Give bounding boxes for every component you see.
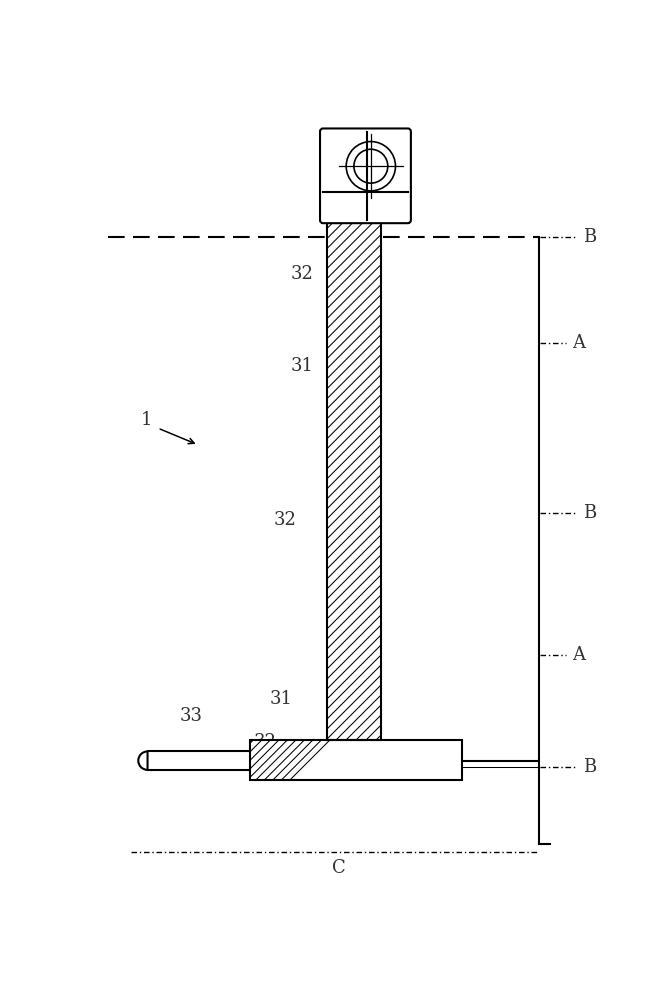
Bar — [327, 220, 381, 740]
Text: B: B — [583, 504, 596, 522]
Text: 32: 32 — [291, 265, 314, 283]
Text: 33: 33 — [179, 707, 202, 725]
Bar — [250, 740, 461, 780]
Text: A: A — [572, 646, 585, 664]
Text: B: B — [583, 758, 596, 776]
Wedge shape — [138, 751, 148, 770]
Text: 31: 31 — [269, 690, 292, 708]
Text: B: B — [583, 228, 596, 246]
Text: A: A — [572, 334, 585, 352]
Bar — [327, 220, 381, 740]
Text: 32: 32 — [254, 733, 277, 751]
Text: 32: 32 — [273, 511, 296, 529]
Text: 31: 31 — [291, 357, 314, 375]
Text: C: C — [332, 859, 346, 877]
Text: 1: 1 — [140, 411, 152, 429]
FancyBboxPatch shape — [320, 128, 411, 223]
Bar — [250, 740, 461, 780]
